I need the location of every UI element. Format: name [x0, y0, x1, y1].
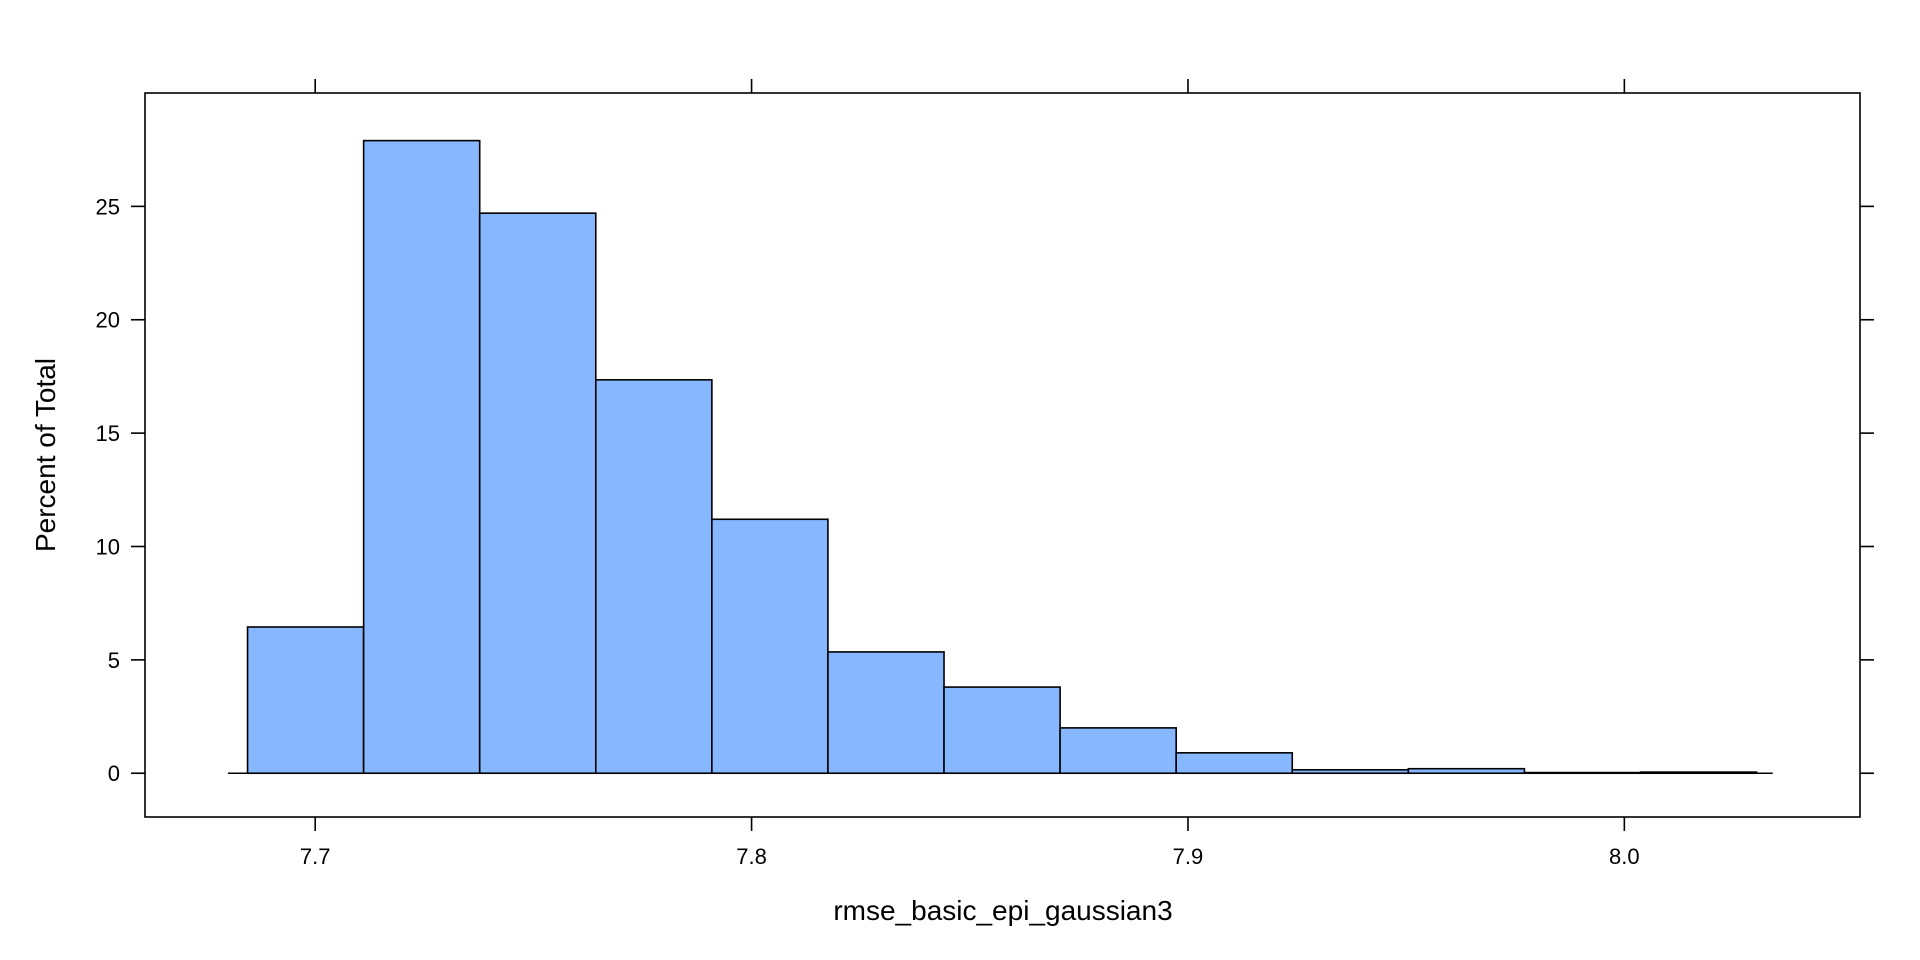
- plot-frame: [144, 92, 1861, 818]
- x-tick-label-3: 8.0: [1609, 844, 1640, 869]
- histogram-bar-0: [246, 626, 365, 775]
- y-tick-label-4: 20: [96, 308, 120, 333]
- x-tick-label-0: 7.7: [300, 844, 331, 869]
- histogram-bar-4: [711, 518, 829, 775]
- histogram-bar-2: [478, 212, 597, 775]
- histogram-bar-3: [594, 379, 713, 775]
- histogram-bar-7: [1059, 727, 1177, 775]
- x-tick-label-1: 7.8: [736, 844, 767, 869]
- histogram-bars: [246, 139, 1758, 775]
- histogram-bar-5: [827, 651, 945, 775]
- x-axis-ticks: 7.7 7.8 7.9 8.0: [300, 79, 1640, 869]
- y-tick-label-3: 15: [96, 421, 120, 446]
- x-tick-label-2: 7.9: [1173, 844, 1204, 869]
- histogram-bar-8: [1175, 752, 1294, 775]
- histogram-bar-1: [362, 139, 481, 775]
- y-axis-label: Percent of Total: [30, 358, 61, 552]
- y-tick-label-5: 25: [96, 194, 120, 219]
- y-tick-label-0: 0: [108, 761, 120, 786]
- y-tick-label-2: 10: [96, 534, 120, 559]
- y-axis-ticks: 0 5 10 15 20 25: [96, 194, 1874, 786]
- x-axis-label: rmse_basic_epi_gaussian3: [833, 895, 1172, 926]
- y-tick-label-1: 5: [108, 648, 120, 673]
- histogram-bar-6: [943, 686, 1061, 775]
